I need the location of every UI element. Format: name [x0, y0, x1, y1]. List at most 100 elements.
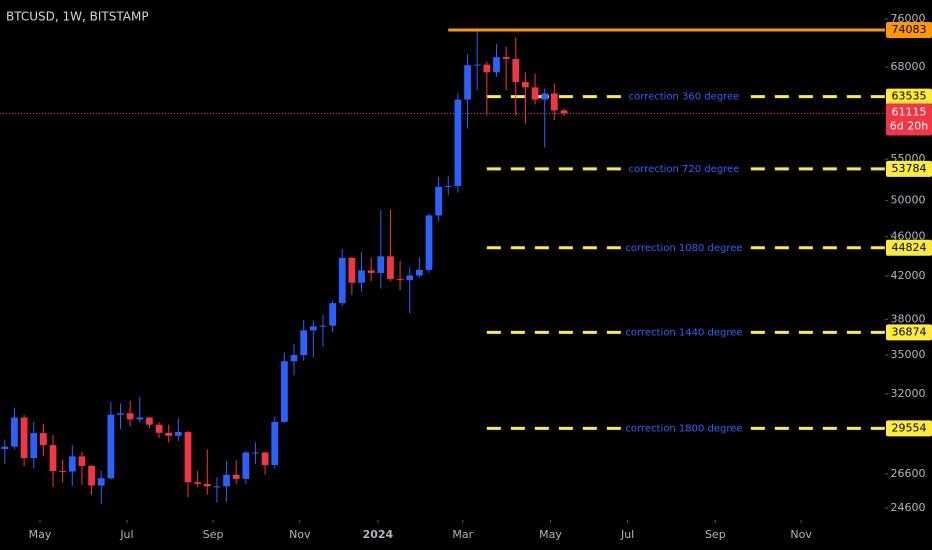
level-label-bg	[626, 239, 744, 256]
candle-body	[261, 452, 269, 466]
level-label-bg	[626, 160, 744, 177]
price-box	[886, 239, 932, 256]
price-box-label: 53784	[892, 162, 927, 175]
candle-body	[174, 432, 182, 436]
candle-body	[88, 465, 95, 486]
candle-body	[406, 275, 414, 281]
y-tick-label: 38000	[891, 312, 926, 325]
x-tick-label: Jul	[119, 528, 133, 541]
candle-body	[155, 424, 163, 433]
y-tick-label: 32000	[891, 387, 926, 400]
level-label-bg	[626, 88, 744, 105]
candle-body	[367, 270, 375, 273]
candle-body	[454, 99, 462, 186]
candle-body	[117, 413, 124, 415]
candle-body	[290, 355, 298, 362]
y-tick-label: 26600	[891, 467, 926, 480]
level-label-bg	[626, 324, 744, 341]
candle-body	[271, 421, 279, 466]
candle-body	[252, 452, 259, 454]
price-box-label: 63535	[892, 90, 927, 103]
candle-body	[493, 57, 500, 73]
x-tick-label: May	[539, 528, 562, 541]
candle-body	[194, 482, 202, 484]
x-tick-label: 2024	[363, 528, 394, 541]
axis-layer: 24600 26600 32000 35000 38000 42000 46000 50000…	[29, 12, 932, 541]
y-tick-label: 68000	[891, 60, 926, 73]
last-price-label: 61115	[892, 105, 927, 118]
level-label: correction 1080 degree	[625, 243, 742, 254]
y-tick-label: 24600	[891, 501, 926, 514]
candle-body	[387, 256, 394, 280]
chart-title: BTCUSD, 1W, BITSTAMP	[6, 10, 149, 24]
candle-body	[541, 93, 549, 100]
candle-body	[435, 186, 443, 216]
x-tick-label: May	[29, 528, 52, 541]
candle-body	[319, 325, 327, 327]
y-tick-label: 42000	[891, 269, 926, 282]
price-box	[886, 160, 932, 177]
candle-body	[377, 256, 385, 273]
candle-body	[502, 57, 510, 59]
candle-body	[464, 65, 471, 100]
y-tick-label: 35000	[891, 348, 926, 361]
candle-body	[358, 270, 365, 283]
candle-body	[444, 185, 452, 187]
candle-body	[425, 215, 433, 270]
candle-body	[560, 110, 568, 114]
candle-body	[223, 474, 230, 487]
candle-body	[338, 257, 346, 304]
candle-body	[11, 417, 18, 447]
x-tick-label: Sep	[705, 528, 726, 541]
candle-body	[232, 474, 240, 479]
level-label: correction 1800 degree	[625, 423, 742, 434]
price-box-label: 44824	[892, 241, 927, 254]
level-label: correction 1440 degree	[625, 327, 742, 338]
price-box	[886, 22, 932, 39]
level-label: correction 720 degree	[629, 164, 740, 175]
candle-body	[483, 64, 491, 73]
y-tick-label: 76000	[891, 12, 926, 25]
candle-body	[309, 326, 317, 331]
candle-body	[78, 456, 86, 466]
candle-body	[473, 64, 481, 66]
candle-body	[40, 433, 47, 446]
candle-body	[1, 446, 9, 450]
price-box	[886, 420, 932, 437]
x-tick-label: Mar	[452, 528, 473, 541]
candle-body	[415, 269, 423, 276]
candle-body	[522, 82, 529, 88]
candle-body	[242, 452, 250, 479]
candle-body	[213, 486, 221, 488]
candle-body	[348, 257, 356, 283]
x-tick-label: Nov	[289, 528, 311, 541]
price-box-label: 29554	[892, 421, 927, 434]
candle-body	[97, 478, 105, 486]
candle-body	[300, 330, 308, 356]
price-box	[886, 88, 932, 105]
candle-body	[20, 417, 28, 459]
candle-body	[30, 433, 38, 459]
level-label-bg	[626, 420, 744, 437]
candle-body	[146, 417, 153, 425]
levels-layer: correction 360 degree correction 720 degr…	[0, 28, 885, 437]
price-box-label: 36874	[892, 325, 927, 338]
candle-body	[59, 471, 67, 473]
candle-body	[165, 432, 173, 436]
candle-body	[203, 483, 211, 487]
countdown-label: 6d 20h	[890, 119, 928, 132]
x-tick-label: Jul	[620, 528, 634, 541]
candle-body	[329, 303, 336, 326]
x-tick-label: Sep	[203, 528, 224, 541]
price-box-label: 74083	[892, 23, 927, 36]
candle-body	[136, 417, 144, 420]
candle-body	[68, 456, 76, 472]
candles-layer	[1, 31, 568, 505]
candle-body	[107, 414, 115, 479]
x-tick-label: Nov	[790, 528, 812, 541]
candle-body	[126, 413, 134, 420]
candle-body	[396, 279, 404, 281]
candle-body	[550, 93, 558, 111]
candle-body	[184, 432, 192, 483]
